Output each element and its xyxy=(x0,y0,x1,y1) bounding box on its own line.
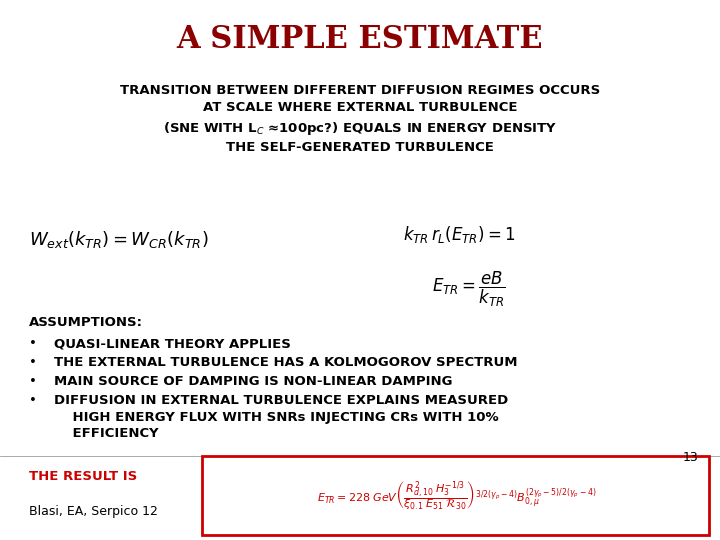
Text: •: • xyxy=(29,356,37,369)
Text: MAIN SOURCE OF DAMPING IS NON-LINEAR DAMPING: MAIN SOURCE OF DAMPING IS NON-LINEAR DAM… xyxy=(54,375,452,388)
FancyBboxPatch shape xyxy=(202,456,709,535)
Text: •: • xyxy=(29,375,37,388)
Text: Blasi, EA, Serpico 12: Blasi, EA, Serpico 12 xyxy=(29,505,158,518)
Text: QUASI-LINEAR THEORY APPLIES: QUASI-LINEAR THEORY APPLIES xyxy=(54,338,291,350)
Text: •: • xyxy=(29,338,37,350)
Text: ASSUMPTIONS:: ASSUMPTIONS: xyxy=(29,316,143,329)
Text: A SIMPLE ESTIMATE: A SIMPLE ESTIMATE xyxy=(176,24,544,55)
Text: THE EXTERNAL TURBULENCE HAS A KOLMOGOROV SPECTRUM: THE EXTERNAL TURBULENCE HAS A KOLMOGOROV… xyxy=(54,356,518,369)
Text: DIFFUSION IN EXTERNAL TURBULENCE EXPLAINS MEASURED
    HIGH ENERGY FLUX WITH SNR: DIFFUSION IN EXTERNAL TURBULENCE EXPLAIN… xyxy=(54,394,508,440)
Text: $E_{TR} = \dfrac{eB}{k_{TR}}$: $E_{TR} = \dfrac{eB}{k_{TR}}$ xyxy=(432,270,506,309)
Text: $k_{TR}\, r_L(E_{TR}) = 1$: $k_{TR}\, r_L(E_{TR}) = 1$ xyxy=(403,224,516,245)
Text: TRANSITION BETWEEN DIFFERENT DIFFUSION REGIMES OCCURS
AT SCALE WHERE EXTERNAL TU: TRANSITION BETWEEN DIFFERENT DIFFUSION R… xyxy=(120,84,600,154)
Text: THE RESULT IS: THE RESULT IS xyxy=(29,470,137,483)
Text: •: • xyxy=(29,394,37,407)
Text: $W_{ext}(k_{TR}) = W_{CR}(k_{TR})$: $W_{ext}(k_{TR}) = W_{CR}(k_{TR})$ xyxy=(29,230,209,251)
Text: 13: 13 xyxy=(683,451,698,464)
Text: $E_{TR} = 228\; GeV\left(\dfrac{R_{d,10}^2\; H_3^{-1/3}}{\xi_{0.1}\; E_{51}\; \m: $E_{TR} = 228\; GeV\left(\dfrac{R_{d,10}… xyxy=(318,479,597,512)
